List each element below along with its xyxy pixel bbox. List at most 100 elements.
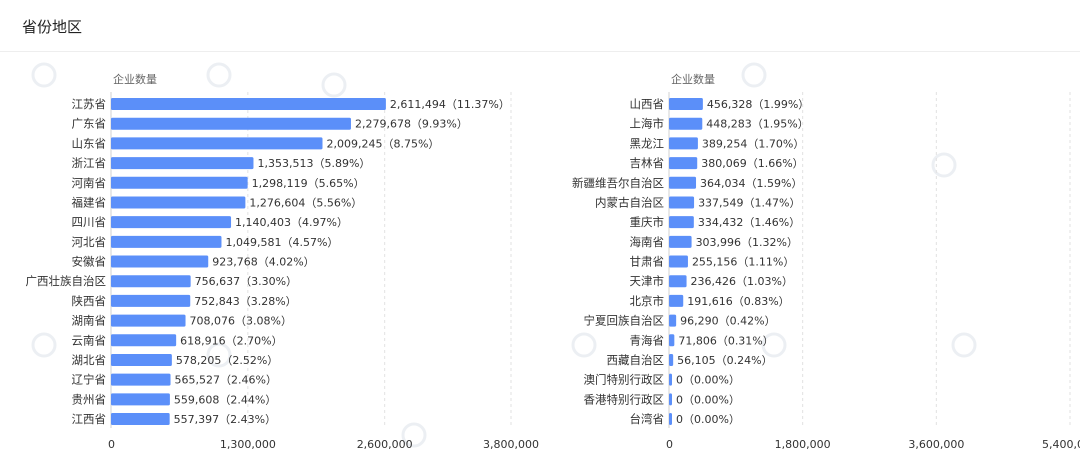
chart-panel-right: 企业数量 0 1,800,000 3,600,000 5,400,000 山西省 456,3… xyxy=(540,52,1080,467)
bar xyxy=(669,137,698,150)
data-label: 2,009,245（8.75%） xyxy=(326,137,439,150)
watermark-logo xyxy=(741,62,767,88)
category-label: 澳门特别行政区 xyxy=(584,373,665,387)
data-label: 1,049,581（4.57%） xyxy=(225,236,338,249)
x-tick-label: 3,800,000 xyxy=(483,438,539,451)
bar xyxy=(669,314,677,327)
data-label: 303,996（1.32%） xyxy=(696,236,798,249)
data-label: 1,298,119（5.65%） xyxy=(252,177,365,190)
category-label: 河北省 xyxy=(72,235,107,249)
data-label: 191,616（0.83%） xyxy=(687,295,789,308)
bar xyxy=(111,98,386,110)
bar xyxy=(669,393,672,406)
watermark-logo xyxy=(321,72,347,98)
watermark-logo xyxy=(31,62,57,88)
bar xyxy=(669,413,672,425)
x-tick-label: 0 xyxy=(666,438,673,451)
bar xyxy=(669,353,674,366)
bar xyxy=(669,216,694,229)
data-label: 1,140,403（4.97%） xyxy=(235,216,348,229)
watermark-logo xyxy=(31,332,57,358)
category-label: 宁夏回族自治区 xyxy=(584,314,665,328)
bar xyxy=(111,353,172,366)
bar xyxy=(111,294,191,307)
category-label: 广东省 xyxy=(72,117,107,131)
category-label: 香港特别行政区 xyxy=(584,392,665,406)
bar xyxy=(669,98,703,110)
bar xyxy=(669,196,695,209)
bar xyxy=(669,294,684,307)
category-label: 江西省 xyxy=(72,412,107,426)
bar xyxy=(669,235,692,248)
bar xyxy=(111,255,209,268)
x-tick-label: 0 xyxy=(108,438,115,451)
category-label: 浙江省 xyxy=(72,156,107,170)
category-label: 四川省 xyxy=(72,215,107,229)
data-label: 56,105（0.24%） xyxy=(677,354,772,367)
data-label: 456,328（1.99%） xyxy=(707,98,809,111)
bar xyxy=(111,393,170,406)
category-label: 内蒙古自治区 xyxy=(595,195,664,209)
category-label: 山西省 xyxy=(630,97,665,111)
category-label: 陕西省 xyxy=(72,294,107,308)
x-tick-label: 3,600,000 xyxy=(908,438,964,451)
category-label: 天津市 xyxy=(630,274,665,288)
watermark-logo xyxy=(761,332,787,358)
data-label: 0（0.00%） xyxy=(676,374,740,387)
bar xyxy=(669,255,688,268)
data-label: 255,156（1.11%） xyxy=(692,256,794,269)
data-label: 1,353,513（5.89%） xyxy=(257,157,370,170)
data-label: 708,076（3.08%） xyxy=(190,315,292,328)
bar xyxy=(669,334,675,347)
data-label: 236,426（1.03%） xyxy=(691,275,793,288)
bar xyxy=(111,137,323,150)
watermark-logo xyxy=(571,332,597,358)
data-label: 618,916（2.70%） xyxy=(180,334,282,347)
category-label: 安徽省 xyxy=(72,255,107,269)
section-title: 省份地区 xyxy=(22,18,83,36)
bar-chart-left: 企业数量 0 1,300,000 2,600,000 3,800,000 江苏省 2,611… xyxy=(26,62,539,451)
bar xyxy=(111,157,254,170)
category-label: 辽宁省 xyxy=(72,373,107,387)
category-label: 甘肃省 xyxy=(630,255,665,269)
watermark-logo xyxy=(951,332,977,358)
bar xyxy=(111,176,248,189)
bar xyxy=(669,176,697,189)
data-label: 752,843（3.28%） xyxy=(194,295,296,308)
x-tick-label: 1,300,000 xyxy=(220,438,276,451)
category-label: 河南省 xyxy=(72,176,107,190)
data-label: 2,611,494（11.37%） xyxy=(390,98,510,111)
data-label: 334,432（1.46%） xyxy=(698,216,800,229)
category-label: 云南省 xyxy=(72,333,107,347)
watermark-logo xyxy=(931,152,957,178)
bar xyxy=(111,235,222,248)
watermark-logo xyxy=(206,62,232,88)
category-label: 黑龙江 xyxy=(630,136,665,150)
category-label: 山东省 xyxy=(72,136,107,150)
category-label: 北京市 xyxy=(630,294,665,308)
data-label: 448,283（1.95%） xyxy=(706,118,808,131)
bar xyxy=(669,373,672,386)
data-label: 96,290（0.42%） xyxy=(680,315,775,328)
category-label: 湖南省 xyxy=(72,314,107,328)
data-label: 364,034（1.59%） xyxy=(700,177,802,190)
data-label: 71,806（0.31%） xyxy=(678,334,773,347)
category-label: 广西壮族自治区 xyxy=(26,274,107,288)
bar xyxy=(111,413,170,425)
data-label: 0（0.00%） xyxy=(676,413,740,426)
data-label: 380,069（1.66%） xyxy=(701,157,803,170)
category-label: 重庆市 xyxy=(630,215,665,229)
category-label: 贵州省 xyxy=(72,392,107,406)
data-label: 557,397（2.43%） xyxy=(174,413,276,426)
category-label: 上海市 xyxy=(630,117,665,131)
category-label: 台湾省 xyxy=(630,412,665,426)
data-label: 578,205（2.52%） xyxy=(176,354,278,367)
bar xyxy=(669,157,698,170)
bar xyxy=(669,117,703,130)
data-label: 559,608（2.44%） xyxy=(174,393,276,406)
data-label: 756,637（3.30%） xyxy=(195,275,297,288)
bar xyxy=(669,275,687,288)
watermark-logo xyxy=(206,342,232,368)
category-label: 青海省 xyxy=(630,333,665,347)
bar xyxy=(111,334,177,347)
